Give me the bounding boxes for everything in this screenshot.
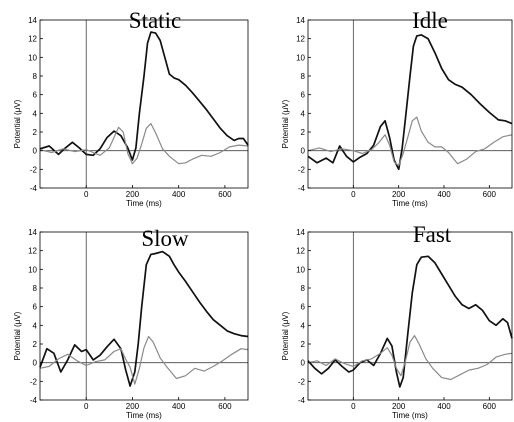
y-tick-label: -2 (30, 377, 38, 386)
plot-frame (307, 231, 513, 401)
y-tick-label: 2 (301, 340, 306, 349)
y-tick-label: 6 (301, 91, 306, 100)
x-tick-label: 200 (126, 190, 140, 199)
y-tick-label: -2 (298, 165, 306, 174)
y-axis-label: Potential (μV) (13, 99, 22, 148)
y-tick-label: -4 (30, 396, 38, 405)
chart-title: Idle (412, 8, 448, 33)
y-tick-label: 6 (301, 303, 306, 312)
series-line-black (39, 31, 249, 161)
chart-panel-idle: -4 -2 0 2 4 6 8 10 12 14 0 200 400 600 Time (ms) Potent… (281, 8, 513, 208)
y-axis-label: Potential (μV) (281, 311, 290, 360)
x-tick-label: 600 (483, 190, 497, 199)
y-tick-label: 4 (301, 109, 306, 118)
y-tick-label: 6 (33, 303, 38, 312)
x-tick-label: 0 (84, 190, 89, 199)
y-tick-label: 10 (28, 265, 37, 274)
y-tick-label: 8 (33, 72, 38, 81)
x-tick-label: 400 (437, 402, 451, 411)
chart-panel-slow: -4 -2 0 2 4 6 8 10 12 14 0 200 400 600 Time (ms) Potent… (13, 226, 249, 420)
x-axis-label: Time (ms) (126, 411, 162, 420)
plot-frame (39, 19, 249, 189)
y-tick-label: 14 (28, 16, 37, 25)
y-tick-label: 8 (33, 284, 38, 293)
x-tick-label: 400 (437, 190, 451, 199)
chart-panel-fast: -4 -2 0 2 4 6 8 10 12 14 0 200 400 600 Time (ms) Potent… (281, 222, 513, 420)
y-tick-label: 0 (33, 147, 38, 156)
y-tick-label: -4 (298, 396, 306, 405)
x-tick-label: 600 (218, 402, 232, 411)
x-tick-label: 400 (172, 402, 186, 411)
y-axis-label: Potential (μV) (13, 311, 22, 360)
x-axis-label: Time (ms) (392, 199, 428, 208)
y-tick-label: 14 (28, 228, 37, 237)
y-tick-label: 12 (28, 35, 37, 44)
y-tick-label: 8 (301, 284, 306, 293)
chart-title: Static (129, 8, 181, 33)
y-tick-label: 8 (301, 72, 306, 81)
series-line-gray (307, 116, 513, 167)
x-tick-label: 600 (483, 402, 497, 411)
x-tick-label: 200 (126, 402, 140, 411)
y-tick-label: 12 (296, 247, 305, 256)
series-line-black (39, 250, 249, 387)
y-tick-label: 6 (33, 91, 38, 100)
x-tick-label: 200 (392, 190, 406, 199)
y-tick-label: 12 (296, 35, 305, 44)
chart-title: Slow (141, 226, 189, 251)
series-line-black (307, 255, 513, 388)
series-line-gray (39, 123, 249, 165)
y-tick-label: -4 (298, 184, 306, 193)
x-tick-label: 200 (392, 402, 406, 411)
chart-panel-static: -4 -2 0 2 4 6 8 10 12 14 0 200 400 600 Time (ms) Potent… (13, 8, 249, 208)
series-line-black (307, 34, 513, 171)
y-tick-label: -4 (30, 184, 38, 193)
x-axis-label: Time (ms) (392, 411, 428, 420)
series-line-gray (39, 335, 249, 385)
y-tick-label: -2 (30, 165, 38, 174)
x-tick-label: 0 (84, 402, 89, 411)
x-tick-label: 600 (218, 190, 232, 199)
y-tick-label: 2 (33, 128, 38, 137)
y-tick-label: 10 (296, 53, 305, 62)
y-tick-label: -2 (298, 377, 306, 386)
series-line-gray (307, 335, 513, 381)
x-tick-label: 0 (351, 190, 356, 199)
y-tick-label: 0 (33, 359, 38, 368)
y-tick-label: 2 (33, 340, 38, 349)
y-tick-label: 12 (28, 247, 37, 256)
y-tick-label: 10 (296, 265, 305, 274)
x-axis-label: Time (ms) (126, 199, 162, 208)
x-tick-label: 400 (172, 190, 186, 199)
x-tick-label: 0 (351, 402, 356, 411)
y-tick-label: 14 (296, 228, 305, 237)
y-tick-label: 4 (301, 321, 306, 330)
y-tick-label: 10 (28, 53, 37, 62)
y-tick-label: 4 (33, 109, 38, 118)
y-tick-label: 0 (301, 359, 306, 368)
y-tick-label: 0 (301, 147, 306, 156)
y-tick-label: 14 (296, 16, 305, 25)
plot-frame (39, 231, 249, 401)
y-tick-label: 2 (301, 128, 306, 137)
y-axis-label: Potential (μV) (281, 99, 290, 148)
chart-title: Fast (413, 222, 452, 247)
plot-frame (307, 19, 513, 189)
y-tick-label: 4 (33, 321, 38, 330)
